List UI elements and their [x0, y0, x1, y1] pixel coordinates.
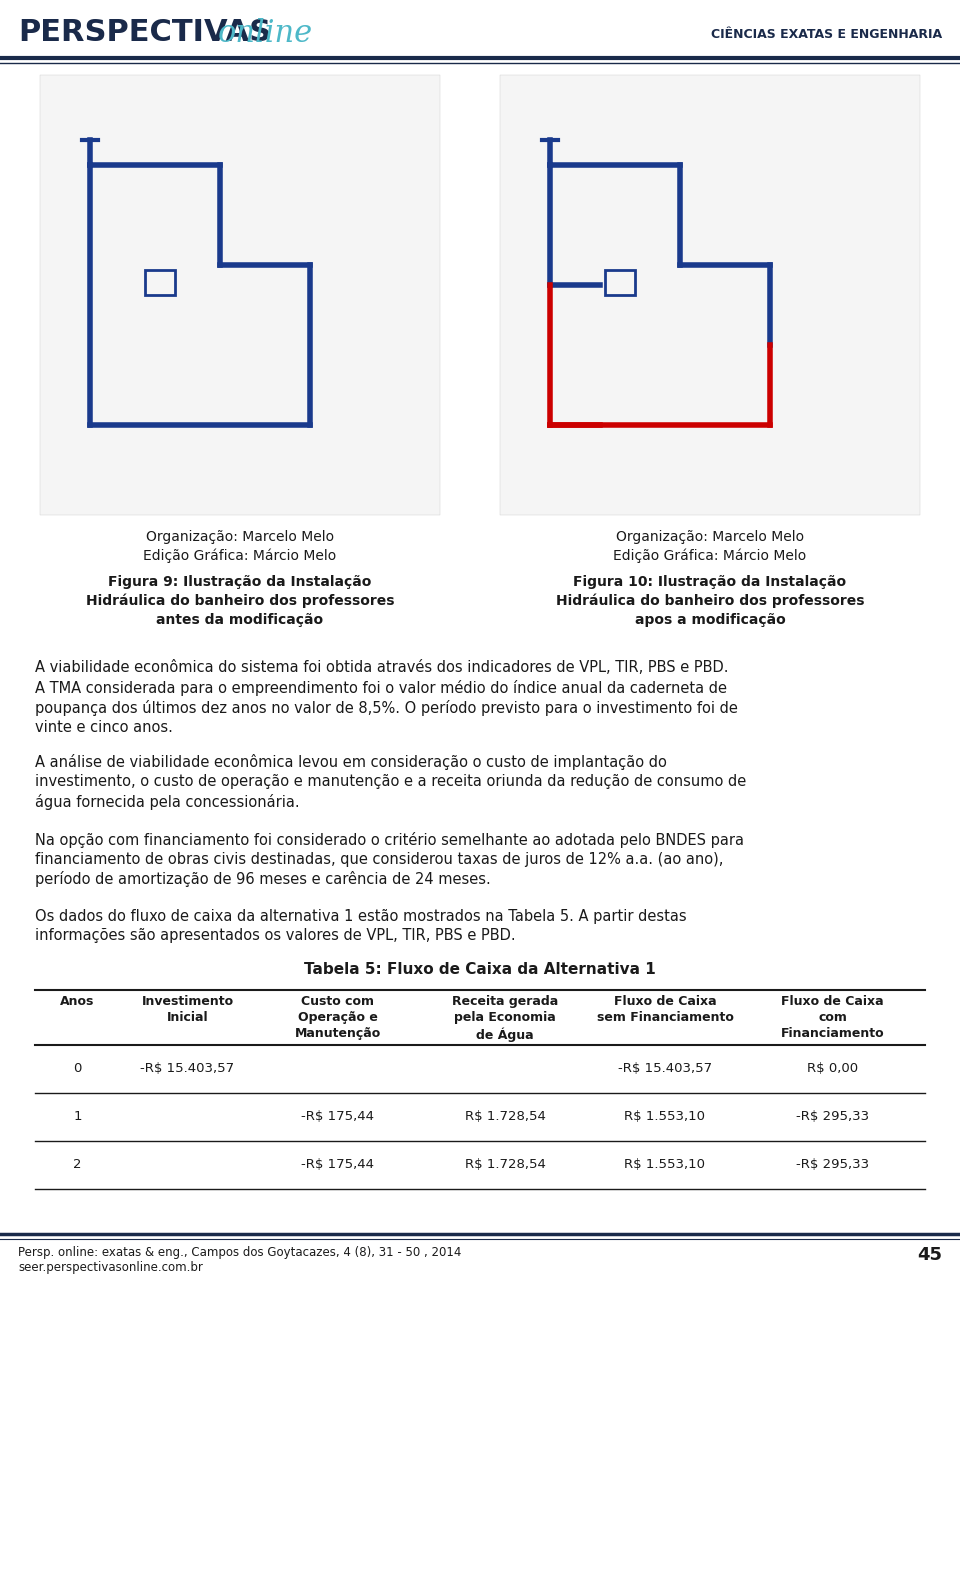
Text: 1: 1: [73, 1111, 82, 1124]
Text: Figura 9: Ilustração da Instalação
Hidráulica do banheiro dos professores
antes : Figura 9: Ilustração da Instalação Hidrá…: [85, 575, 395, 627]
Text: Investimento
Inicial: Investimento Inicial: [141, 996, 233, 1024]
Bar: [500, 74, 920, 514]
Text: -R$ 175,44: -R$ 175,44: [301, 1111, 374, 1124]
Text: Fluxo de Caixa
sem Financiamento: Fluxo de Caixa sem Financiamento: [596, 996, 733, 1024]
Text: CIÊNCIAS EXATAS E ENGENHARIA: CIÊNCIAS EXATAS E ENGENHARIA: [710, 28, 942, 41]
Text: Anos: Anos: [60, 996, 95, 1008]
Text: 0: 0: [73, 1062, 82, 1075]
Text: Fluxo de Caixa
com
Financiamento: Fluxo de Caixa com Financiamento: [780, 996, 884, 1040]
Text: -R$ 295,33: -R$ 295,33: [796, 1111, 869, 1124]
Text: Custo com
Operação e
Manutenção: Custo com Operação e Manutenção: [295, 996, 380, 1040]
Text: -R$ 295,33: -R$ 295,33: [796, 1159, 869, 1171]
Text: PERSPECTIVAS: PERSPECTIVAS: [18, 17, 271, 47]
Bar: [40, 74, 440, 514]
Text: -R$ 15.403,57: -R$ 15.403,57: [140, 1062, 234, 1075]
Text: R$ 1.728,54: R$ 1.728,54: [465, 1159, 545, 1171]
Text: R$ 1.553,10: R$ 1.553,10: [625, 1159, 706, 1171]
Text: Edição Gráfica: Márcio Melo: Edição Gráfica: Márcio Melo: [143, 548, 337, 562]
Text: Figura 10: Ilustração da Instalação
Hidráulica do banheiro dos professores
apos : Figura 10: Ilustração da Instalação Hidr…: [556, 575, 864, 627]
Text: Edição Gráfica: Márcio Melo: Edição Gráfica: Márcio Melo: [613, 548, 806, 562]
Text: -R$ 15.403,57: -R$ 15.403,57: [618, 1062, 712, 1075]
Bar: [605, 271, 635, 294]
Text: R$ 1.728,54: R$ 1.728,54: [465, 1111, 545, 1124]
Text: online: online: [218, 17, 313, 49]
Text: Organização: Marcelo Melo: Organização: Marcelo Melo: [616, 530, 804, 545]
Text: Na opção com financiamento foi considerado o critério semelhante ao adotada pelo: Na opção com financiamento foi considera…: [35, 831, 744, 886]
Text: R$ 0,00: R$ 0,00: [807, 1062, 858, 1075]
Text: 2: 2: [73, 1159, 82, 1171]
Text: Os dados do fluxo de caixa da alternativa 1 estão mostrados na Tabela 5. A parti: Os dados do fluxo de caixa da alternativ…: [35, 909, 686, 943]
Text: seer.perspectivasonline.com.br: seer.perspectivasonline.com.br: [18, 1262, 203, 1274]
Text: Receita gerada
pela Economia
de Água: Receita gerada pela Economia de Água: [452, 996, 558, 1042]
Text: Persp. online: exatas & eng., Campos dos Goytacazes, 4 (8), 31 - 50 , 2014: Persp. online: exatas & eng., Campos dos…: [18, 1246, 462, 1258]
Text: Organização: Marcelo Melo: Organização: Marcelo Melo: [146, 530, 334, 545]
Text: Tabela 5: Fluxo de Caixa da Alternativa 1: Tabela 5: Fluxo de Caixa da Alternativa …: [304, 962, 656, 977]
Text: 45: 45: [917, 1246, 942, 1263]
Text: A análise de viabilidade econômica levou em consideração o custo de implantação : A análise de viabilidade econômica levou…: [35, 754, 746, 810]
Text: A viabilidade econômica do sistema foi obtida através dos indicadores de VPL, TI: A viabilidade econômica do sistema foi o…: [35, 660, 738, 735]
Text: -R$ 175,44: -R$ 175,44: [301, 1159, 374, 1171]
Bar: [145, 271, 175, 294]
Text: R$ 1.553,10: R$ 1.553,10: [625, 1111, 706, 1124]
